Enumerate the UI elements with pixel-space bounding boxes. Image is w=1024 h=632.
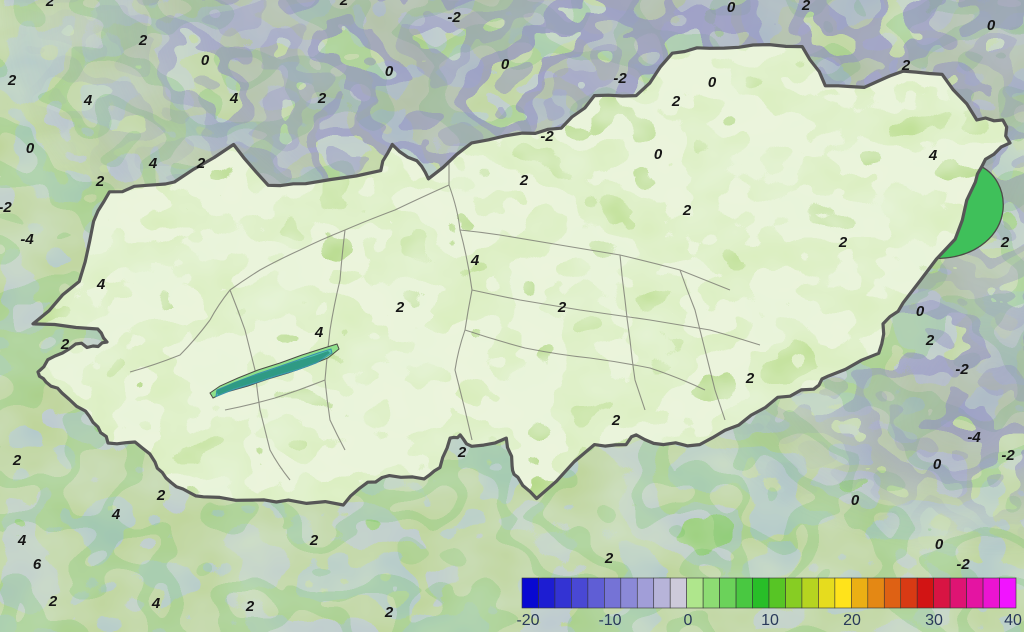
svg-text:0: 0 [201,52,210,69]
svg-text:0: 0 [26,140,35,157]
svg-text:0: 0 [916,303,925,320]
svg-text:2: 2 [745,370,755,387]
svg-text:6: 6 [33,556,42,573]
svg-text:2: 2 [901,57,911,74]
svg-text:2: 2 [95,173,105,190]
svg-text:0: 0 [684,612,693,629]
svg-text:2: 2 [925,332,935,349]
svg-text:0: 0 [654,146,663,163]
svg-text:4: 4 [151,595,161,612]
svg-text:2: 2 [384,604,394,621]
svg-text:10: 10 [761,612,779,629]
svg-text:2: 2 [801,0,811,14]
svg-text:30: 30 [925,612,943,629]
svg-text:4: 4 [470,252,480,269]
svg-text:20: 20 [843,612,861,629]
svg-text:2: 2 [196,155,206,172]
svg-text:2: 2 [604,550,614,567]
svg-text:-2: -2 [613,70,627,87]
svg-text:-2: -2 [540,128,554,145]
svg-text:4: 4 [229,90,239,107]
svg-text:4: 4 [17,532,27,549]
svg-text:40: 40 [1004,612,1022,629]
svg-text:-2: -2 [955,361,969,378]
svg-text:2: 2 [339,0,349,9]
svg-text:2: 2 [138,32,148,49]
svg-text:-4: -4 [967,429,981,446]
svg-text:0: 0 [933,456,942,473]
svg-text:0: 0 [708,74,717,91]
svg-text:-2: -2 [956,556,970,573]
svg-text:4: 4 [83,92,93,109]
svg-text:2: 2 [395,299,405,316]
svg-text:4: 4 [314,324,324,341]
svg-text:-10: -10 [598,612,621,629]
svg-text:2: 2 [611,412,621,429]
svg-text:2: 2 [682,202,692,219]
svg-text:2: 2 [60,336,70,353]
svg-text:2: 2 [45,0,55,10]
svg-text:2: 2 [838,234,848,251]
svg-text:2: 2 [156,487,166,504]
svg-text:2: 2 [519,172,529,189]
svg-text:0: 0 [987,17,996,34]
svg-text:2: 2 [7,72,17,89]
svg-text:-2: -2 [0,199,12,216]
svg-text:-2: -2 [447,9,461,26]
svg-text:2: 2 [317,90,327,107]
svg-text:0: 0 [935,536,944,553]
svg-text:4: 4 [96,276,106,293]
svg-text:2: 2 [457,444,467,461]
svg-text:0: 0 [851,492,860,509]
svg-text:4: 4 [111,506,121,523]
svg-text:2: 2 [245,598,255,615]
svg-text:2: 2 [12,452,22,469]
svg-text:2: 2 [309,532,319,549]
svg-text:4: 4 [148,155,158,172]
svg-text:0: 0 [501,56,510,73]
svg-text:2: 2 [671,93,681,110]
svg-text:-2: -2 [1001,447,1015,464]
svg-text:2: 2 [48,593,58,610]
svg-text:0: 0 [727,0,736,16]
svg-text:2: 2 [557,299,567,316]
svg-text:-4: -4 [20,231,34,248]
svg-text:0: 0 [385,63,394,80]
svg-text:2: 2 [1000,234,1010,251]
svg-text:-20: -20 [516,612,539,629]
svg-text:4: 4 [928,147,938,164]
